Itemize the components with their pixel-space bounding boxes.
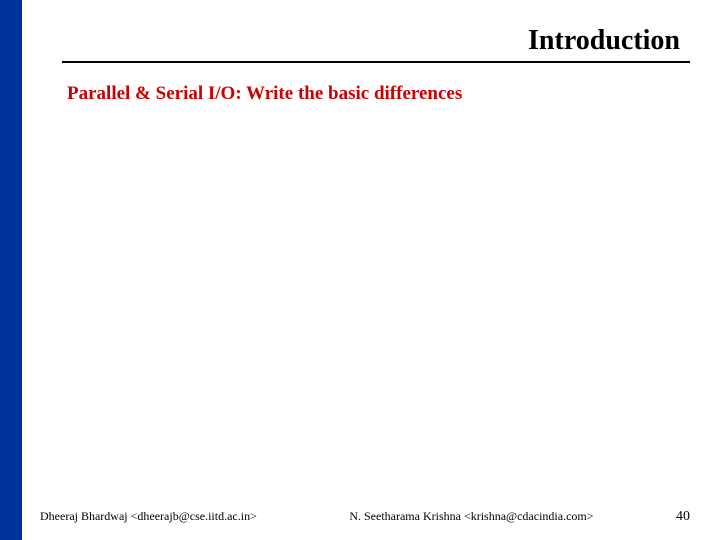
slide-container: Introduction Parallel & Serial I/O: Writ… <box>22 0 720 540</box>
footer-author-1: Dheeraj Bhardwaj <dheerajb@cse.iitd.ac.i… <box>40 509 257 524</box>
footer: Dheeraj Bhardwaj <dheerajb@cse.iitd.ac.i… <box>40 509 690 525</box>
footer-author-2: N. Seetharama Krishna <krishna@cdacindia… <box>257 509 656 524</box>
page-subtitle: Parallel & Serial I/O: Write the basic d… <box>67 83 690 105</box>
title-divider <box>62 61 690 63</box>
page-number: 40 <box>656 509 690 525</box>
left-accent-bar <box>0 0 22 540</box>
page-title: Introduction <box>62 25 690 57</box>
